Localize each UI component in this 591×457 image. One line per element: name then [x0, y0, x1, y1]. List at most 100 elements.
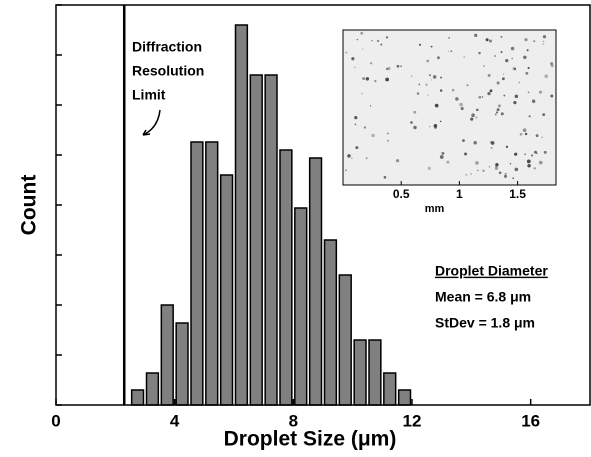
inset-speck: [550, 94, 554, 98]
inset-speck: [395, 159, 400, 163]
inset-speck: [433, 124, 438, 128]
inset-speck: [498, 171, 502, 175]
inset-speck: [345, 169, 347, 172]
inset-speck: [512, 177, 514, 179]
inset-tick-label: 1.5: [509, 187, 526, 201]
bar: [294, 207, 308, 406]
inset-speck: [511, 57, 513, 60]
inset-speck: [541, 136, 543, 139]
inset-speck: [385, 77, 389, 82]
inset-speck: [485, 38, 489, 42]
inset-speck: [430, 45, 433, 48]
inset-speck: [533, 167, 536, 170]
inset-speck: [514, 94, 519, 99]
inset-speck: [526, 49, 529, 52]
inset-speck: [441, 151, 445, 155]
inset-speck: [488, 165, 491, 168]
inset-speck: [380, 43, 383, 46]
bar: [308, 157, 323, 406]
inset-speck: [509, 163, 512, 165]
inset-speck: [369, 62, 373, 65]
inset-speck: [527, 163, 531, 168]
inset-speck: [495, 166, 497, 168]
inset-speck: [495, 111, 499, 114]
inset-speck: [440, 76, 442, 79]
x-tick-label: 0: [51, 411, 60, 430]
inset-speck: [361, 48, 364, 50]
inset-speck: [524, 38, 528, 42]
inset-speck: [496, 81, 500, 85]
inset-speck: [450, 50, 453, 53]
inset-speck: [494, 113, 497, 116]
inset-speck: [477, 169, 479, 172]
inset-speck: [439, 89, 443, 92]
inset-speck: [356, 38, 359, 41]
inset-speck: [439, 120, 442, 123]
inset-speck: [500, 51, 503, 54]
inset-speck: [478, 51, 481, 55]
annotation-arrow: [142, 109, 161, 136]
inset-speck: [535, 134, 539, 138]
inset-speck: [360, 31, 364, 35]
inset-speck: [466, 84, 469, 87]
inset-speck: [351, 57, 355, 61]
bar: [323, 239, 338, 406]
inset-speck: [524, 132, 528, 136]
inset-speck: [531, 154, 534, 157]
inset-speck: [355, 146, 359, 150]
inset-speck: [434, 103, 439, 108]
inset-speck: [502, 73, 505, 75]
inset-speck: [436, 56, 440, 60]
inset-speck: [371, 133, 375, 138]
bar: [397, 389, 412, 406]
inset-speck: [534, 150, 537, 154]
inset-speck: [497, 104, 501, 108]
inset-speck: [400, 65, 402, 68]
inset-speck: [543, 150, 547, 154]
inset-speck: [504, 172, 507, 176]
inset-speck: [354, 123, 357, 126]
inset-speck: [550, 64, 554, 68]
inset-speck: [487, 73, 491, 78]
x-tick-label: 8: [289, 411, 298, 430]
inset-speck: [500, 35, 503, 38]
inset-label: mm: [425, 203, 445, 215]
inset-speck: [544, 74, 549, 79]
inset-speck: [489, 39, 492, 43]
inset-speck: [538, 160, 543, 165]
y-axis-label: Count: [18, 175, 41, 236]
inset-speck: [495, 163, 499, 167]
inset-speck: [519, 132, 523, 136]
inset-speck: [448, 37, 450, 39]
inset-speck: [461, 139, 465, 143]
inset-speck: [542, 35, 547, 39]
inset-speck: [354, 115, 358, 120]
inset-speck: [465, 173, 468, 176]
inset-speck: [396, 64, 400, 68]
bar: [264, 74, 278, 406]
inset-speck: [347, 154, 351, 158]
x-axis-label: Droplet Size (μm): [224, 428, 397, 451]
inset-speck: [430, 79, 433, 81]
inset-speck: [470, 173, 473, 175]
inset-speck: [447, 50, 450, 52]
inset-speck: [524, 153, 527, 156]
annotation: Diffraction: [132, 39, 202, 55]
x-tick-label: 12: [403, 411, 422, 430]
inset-speck: [464, 152, 467, 156]
inset-tick-label: 1: [456, 187, 463, 201]
inset-speck: [482, 169, 485, 172]
inset-speck: [474, 33, 478, 38]
inset-speck: [385, 36, 389, 39]
bar: [160, 304, 174, 406]
inset-speck: [363, 126, 367, 129]
inset-speck: [413, 110, 417, 114]
inset-speck: [533, 40, 536, 43]
inset-speck: [410, 121, 413, 124]
inset-speck: [542, 40, 545, 43]
inset-speck: [374, 79, 377, 83]
bar: [353, 339, 367, 406]
bar: [219, 174, 234, 406]
inset-speck: [460, 106, 464, 111]
inset-speck: [427, 94, 429, 96]
